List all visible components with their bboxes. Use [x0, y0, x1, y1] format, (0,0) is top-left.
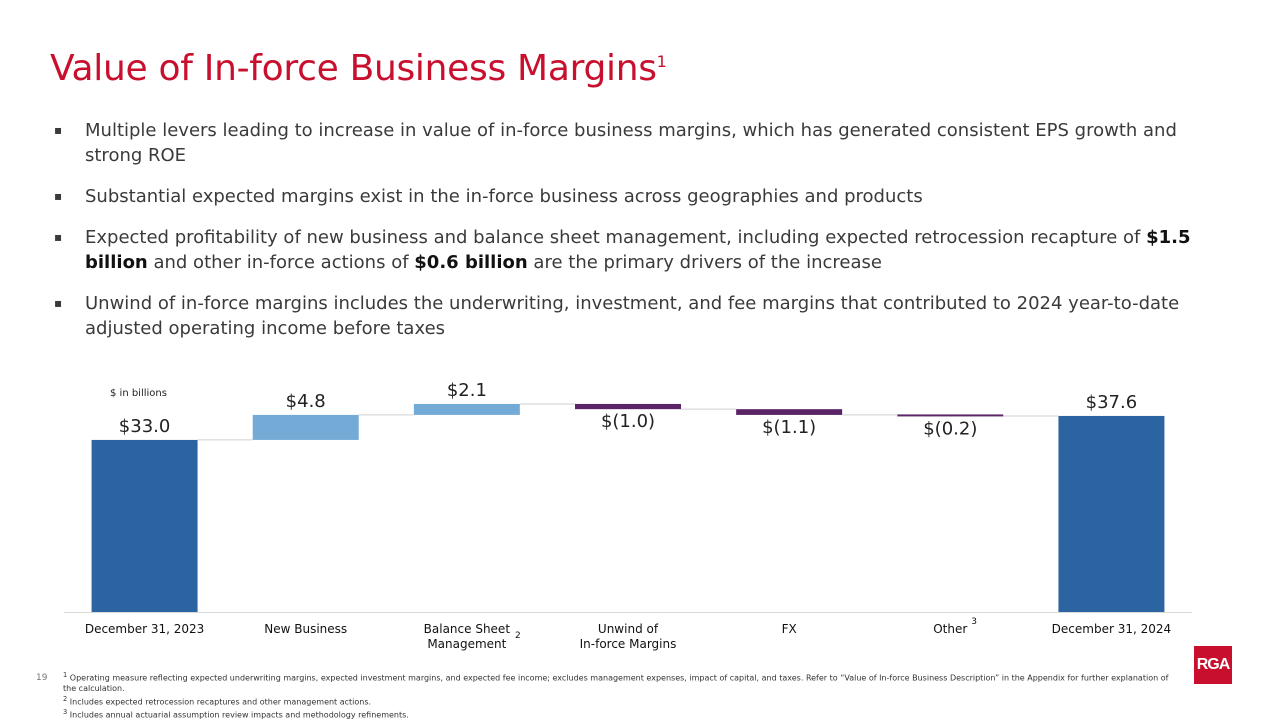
bullet-marker-icon: ▪	[54, 123, 63, 137]
bullet-item: ▪ Substantial expected margins exist in …	[50, 184, 1230, 209]
bullet-marker-icon: ▪	[54, 189, 63, 203]
chart-units-label: $ in billions	[110, 388, 167, 399]
category-footnote-marker-2: 2	[515, 631, 521, 641]
bullet-marker-icon: ▪	[54, 296, 63, 310]
bullet-highlight: $0.6 billion	[414, 252, 528, 273]
bar-4	[736, 409, 843, 415]
footnote-marker: 3	[63, 708, 68, 717]
bullet-marker-icon: ▪	[54, 230, 63, 244]
bullet-text: and other in-force actions of	[147, 252, 415, 273]
category-label-3: Unwind of	[598, 622, 659, 636]
value-label-3: $(1.0)	[601, 411, 655, 432]
bullet-item: ▪ Multiple levers leading to increase in…	[50, 118, 1230, 168]
value-label-1: $4.8	[286, 391, 326, 412]
category-label-4: FX	[782, 622, 797, 636]
category-label-6: December 31, 2024	[1052, 622, 1171, 636]
bullet-text: Expected profitability of new business a…	[85, 227, 1147, 248]
bullet-item: ▪ Unwind of in-force margins includes th…	[50, 291, 1230, 341]
bar-3	[575, 403, 681, 410]
bullet-text: Substantial expected margins exist in th…	[85, 186, 923, 207]
rga-logo: RGA	[1194, 646, 1232, 684]
footnote-1: 1 Operating measure reflecting expected …	[63, 670, 1173, 694]
footnote-3: 3 Includes annual actuarial assumption r…	[63, 707, 1173, 721]
category-label-1: New Business	[264, 622, 347, 636]
footnote-marker: 2	[63, 694, 68, 703]
value-label-0: $33.0	[119, 416, 171, 437]
slide-title-text: Value of In-force Business Margins	[50, 48, 657, 89]
footnote-text: Operating measure reflecting expected un…	[63, 673, 1169, 693]
category-label-2: Management	[427, 637, 506, 651]
bullet-list: ▪ Multiple levers leading to increase in…	[50, 118, 1230, 357]
category-label-3: In-force Margins	[580, 637, 677, 651]
slide-title: Value of In-force Business Margins1	[50, 48, 667, 89]
footnotes: 1 Operating measure reflecting expected …	[63, 670, 1173, 721]
bullet-text: Unwind of in-force margins includes the …	[85, 293, 1180, 339]
footnote-2: 2 Includes expected retrocession recaptu…	[63, 694, 1173, 708]
bar-0	[91, 439, 198, 612]
value-label-5: $(0.2)	[923, 418, 977, 439]
value-label-4: $(1.1)	[762, 417, 816, 438]
bar-2	[413, 403, 520, 415]
category-label-5: Other	[933, 622, 967, 636]
footnote-marker: 1	[63, 671, 68, 679]
footnote-text: Includes expected retrocession recapture…	[69, 697, 372, 707]
value-label-6: $37.6	[1086, 392, 1138, 413]
bar-5	[897, 414, 1004, 417]
title-footnote-marker: 1	[656, 52, 667, 71]
bar-1	[252, 414, 359, 440]
bullet-highlight: $1.5 billion	[85, 227, 1191, 273]
bullet-item: ▪ Expected profitability of new business…	[50, 225, 1230, 275]
category-footnote-marker-5: 3	[971, 617, 977, 627]
bullet-text: Multiple levers leading to increase in v…	[85, 120, 1177, 166]
bullet-text: are the primary drivers of the increase	[527, 252, 882, 273]
footnote-text: Includes annual actuarial assumption rev…	[69, 710, 409, 720]
category-label-0: December 31, 2023	[85, 622, 204, 636]
page-number: 19	[36, 673, 48, 683]
value-label-2: $2.1	[447, 380, 487, 401]
bar-6	[1058, 415, 1165, 612]
category-label-2: Balance Sheet	[424, 622, 511, 636]
